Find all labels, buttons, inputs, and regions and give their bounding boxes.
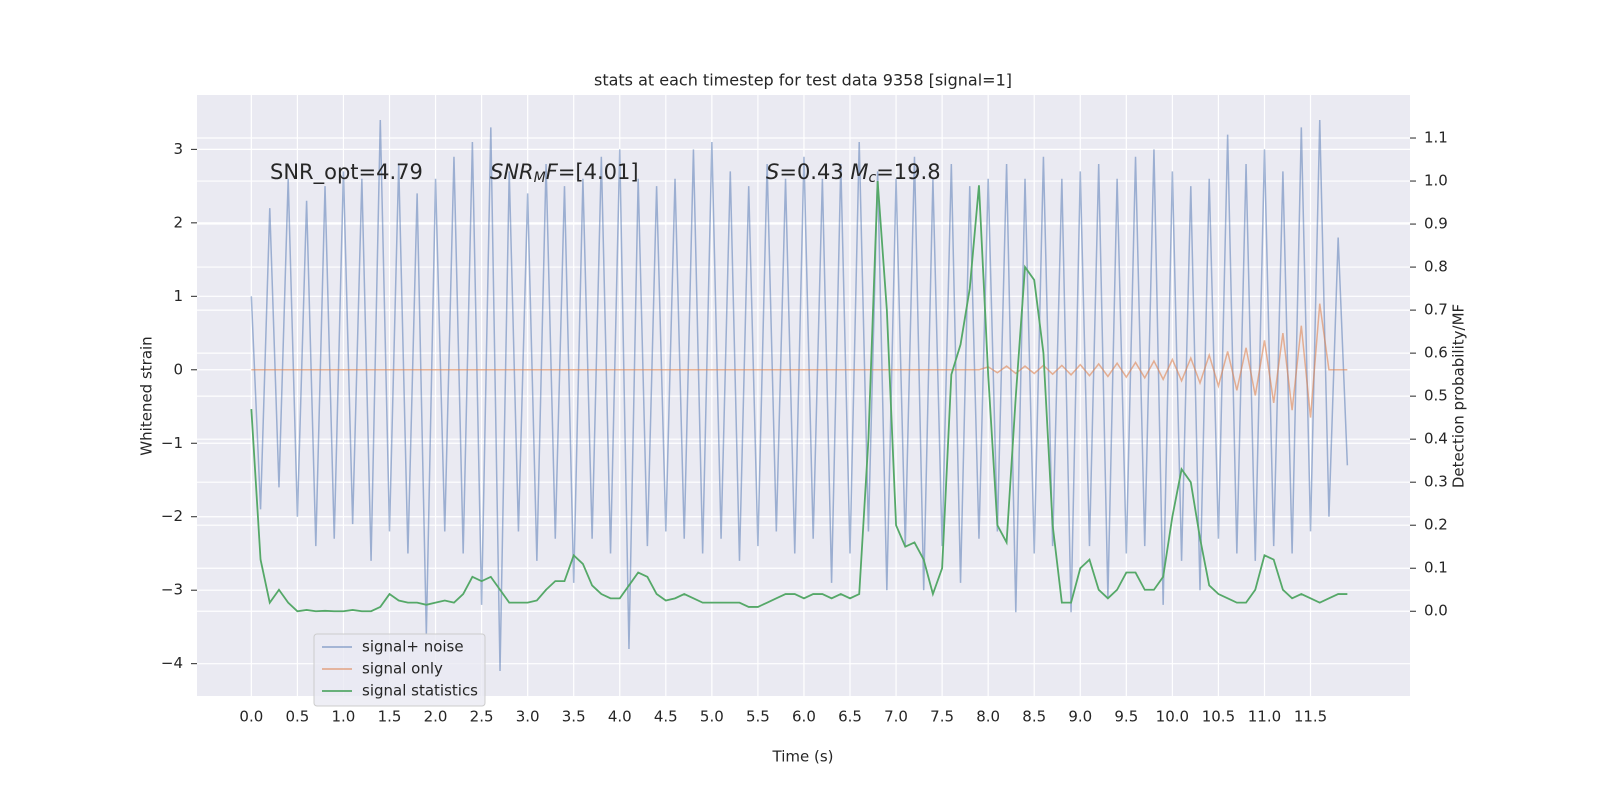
x-tick-label: 10.5 — [1202, 708, 1235, 726]
x-axis-label: Time (s) — [772, 748, 834, 766]
x-tick-label: 8.0 — [976, 708, 1000, 726]
x-tick-label: 7.0 — [884, 708, 908, 726]
x-tick-label: 2.5 — [470, 708, 494, 726]
y2-axis-label: Detection probability/MF — [1450, 304, 1468, 488]
series-line — [251, 303, 1348, 418]
y2-tick-label: 0.9 — [1424, 215, 1448, 233]
series-line — [250, 119, 1349, 672]
annotation-part: =0.43 — [779, 160, 850, 184]
y2-tick-label: 0.2 — [1424, 516, 1448, 534]
y2-tick-label: 0.3 — [1424, 473, 1448, 491]
y2-tick-label: 0.7 — [1424, 301, 1448, 319]
y2-tick-label: 0.6 — [1424, 344, 1448, 362]
annotation-part: M — [850, 160, 868, 184]
x-tick-label: 6.5 — [838, 708, 862, 726]
legend-label: signal only — [362, 660, 443, 678]
x-tick-label: 9.5 — [1114, 708, 1138, 726]
annotation-part: c — [869, 170, 877, 186]
x-tick-label: 3.5 — [562, 708, 586, 726]
y2-tick-label: 0.4 — [1424, 430, 1448, 448]
annotation-part: =[4.01] — [558, 160, 639, 184]
x-tick-label: 5.0 — [700, 708, 724, 726]
x-tick-label: 0.5 — [285, 708, 309, 726]
y2-tick-label: 1.0 — [1424, 172, 1448, 190]
annotation-part: F — [546, 160, 559, 184]
x-tick-label: 10.0 — [1156, 708, 1189, 726]
x-tick-label: 4.5 — [654, 708, 678, 726]
x-tick-label: 11.5 — [1294, 708, 1327, 726]
x-tick-label: 11.0 — [1248, 708, 1281, 726]
legend-box — [313, 633, 486, 707]
annotation-part: SNR_opt=4.79 — [270, 160, 423, 185]
legend-label: signal+ noise — [362, 638, 464, 656]
x-tick-label: 1.0 — [332, 708, 356, 726]
y-tick-label: −2 — [161, 507, 183, 525]
annotation: SNRMF=[4.01] — [490, 160, 639, 186]
y-tick-label: 2 — [173, 213, 183, 231]
annotation-part: S — [766, 160, 779, 184]
x-tick-label: 8.5 — [1022, 708, 1046, 726]
x-tick-label: 6.0 — [792, 708, 816, 726]
annotation: S=0.43 Mc=19.8 — [766, 160, 941, 186]
y2-tick-label: 1.1 — [1424, 129, 1448, 147]
annotation-part: SNR — [490, 160, 534, 184]
series-line — [250, 180, 1348, 613]
annotation-part: M — [534, 170, 546, 186]
x-tick-label: 9.0 — [1068, 708, 1092, 726]
y2-tick-label: 0.8 — [1424, 258, 1448, 276]
x-tick-label: 4.0 — [608, 708, 632, 726]
x-tick-label: 0.0 — [239, 708, 263, 726]
y-tick-label: −1 — [161, 434, 183, 452]
annotation-part: =19.8 — [876, 160, 940, 184]
annotation: SNR_opt=4.79 — [270, 160, 423, 185]
y-tick-label: −3 — [161, 581, 183, 599]
y-tick-label: 3 — [173, 140, 183, 158]
x-tick-label: 3.0 — [516, 708, 540, 726]
legend-label: signal statistics — [362, 682, 478, 700]
chart-title: stats at each timestep for test data 935… — [594, 71, 1012, 90]
y2-tick-label: 0.1 — [1424, 559, 1448, 577]
y-axis-label: Whitened strain — [138, 336, 156, 455]
y-tick-label: −4 — [161, 654, 183, 672]
x-tick-label: 1.5 — [378, 708, 402, 726]
y-tick-label: 0 — [173, 360, 183, 378]
x-tick-label: 5.5 — [746, 708, 770, 726]
x-tick-label: 2.0 — [424, 708, 448, 726]
y-tick-label: 1 — [173, 287, 183, 305]
y2-tick-label: 0.5 — [1424, 387, 1448, 405]
y2-tick-label: 0.0 — [1424, 602, 1448, 620]
x-tick-label: 7.5 — [930, 708, 954, 726]
